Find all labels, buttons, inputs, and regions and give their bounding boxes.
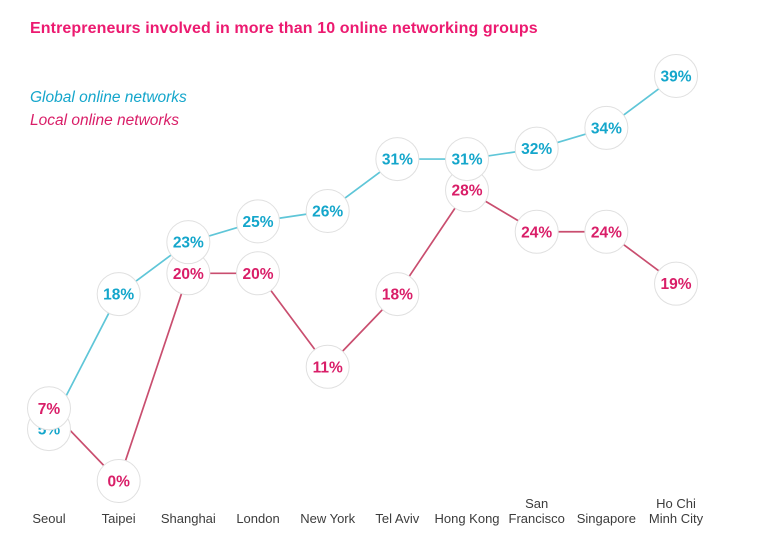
- data-point-circle: [27, 386, 71, 431]
- data-point-circle: [236, 251, 281, 296]
- data-point-value: 24%: [521, 224, 552, 241]
- x-axis-label: Ho Chi Minh City: [649, 496, 704, 526]
- x-axis-label: London: [236, 511, 279, 526]
- series-line-global: [48, 75, 677, 430]
- data-point-value: 19%: [661, 276, 692, 293]
- data-point-value: 28%: [452, 183, 483, 200]
- x-axis-label: Taipei: [102, 511, 136, 526]
- x-axis-label: Singapore: [577, 511, 636, 526]
- x-axis-label: Seoul: [32, 511, 65, 526]
- chart-title: Entrepreneurs involved in more than 10 o…: [30, 20, 538, 37]
- data-point-circle: [166, 220, 211, 265]
- data-point-circle: [445, 137, 490, 182]
- data-point-circle: [654, 261, 699, 306]
- data-point-value: 31%: [382, 152, 413, 169]
- data-point-circle: [305, 188, 350, 233]
- data-point-value: 20%: [173, 266, 204, 283]
- data-point-circle: [375, 137, 420, 182]
- data-point-circle: [514, 209, 559, 254]
- data-point-value: 18%: [103, 287, 134, 304]
- data-point-value: 0%: [107, 474, 130, 491]
- data-point-value: 18%: [382, 287, 413, 304]
- data-point-circle: [236, 199, 281, 244]
- data-point-circle: [96, 459, 141, 503]
- data-point-value: 7%: [38, 401, 61, 418]
- x-axis-label: New York: [300, 511, 355, 526]
- data-point-value: 24%: [591, 224, 622, 241]
- legend-global-online-networks: Global online networks: [30, 89, 187, 106]
- data-point-circle: [654, 53, 699, 98]
- data-point-value: 32%: [521, 141, 552, 158]
- data-point-value: 26%: [312, 203, 343, 220]
- data-point-value: 11%: [313, 359, 343, 376]
- data-point-value: 23%: [173, 235, 204, 252]
- data-point-value: 25%: [242, 214, 273, 231]
- series-line-local: [48, 189, 677, 482]
- data-point-circle: [584, 209, 629, 254]
- data-point-value: 34%: [591, 120, 622, 137]
- data-point-circle: [305, 344, 350, 389]
- x-axis-label: San Francisco: [509, 496, 565, 526]
- data-point-circle: [584, 105, 629, 150]
- data-point-circle: [514, 126, 559, 171]
- x-axis-label: Shanghai: [161, 511, 216, 526]
- legend-local-online-networks: Local online networks: [30, 112, 180, 129]
- data-point-circle: [96, 272, 141, 317]
- chart-legend: Global online networks Local online netw…: [30, 86, 187, 132]
- data-point-circle: [375, 272, 420, 317]
- data-point-value: 31%: [452, 152, 483, 169]
- data-point-value: 20%: [242, 266, 273, 283]
- x-axis-label: Tel Aviv: [375, 511, 419, 526]
- data-point-value: 39%: [661, 68, 692, 85]
- x-axis-label: Hong Kong: [434, 511, 499, 526]
